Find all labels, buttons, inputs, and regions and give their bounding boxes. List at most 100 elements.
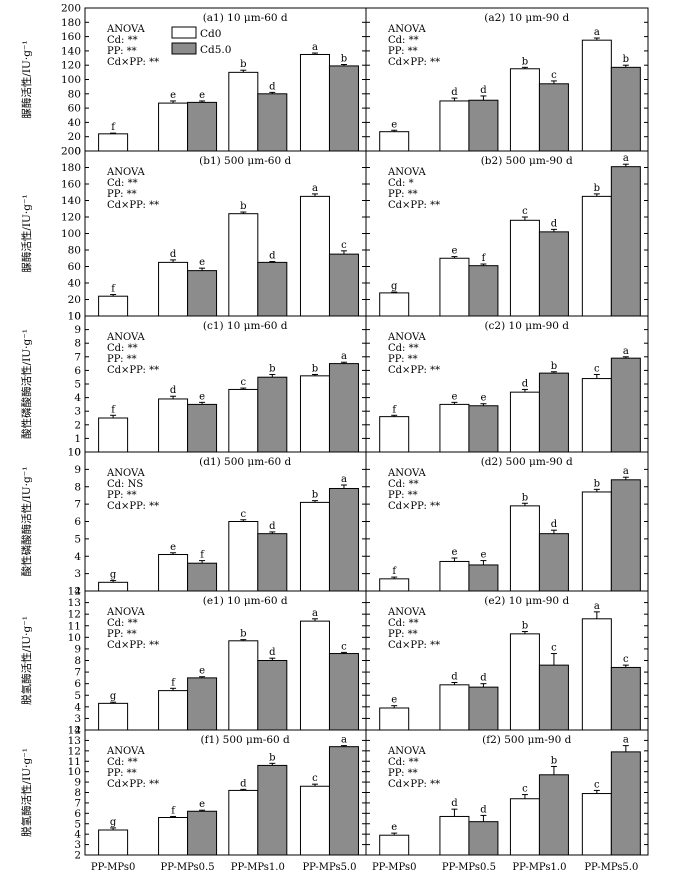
anova-line: ANOVA (387, 607, 427, 618)
y-tick-label: 7 (74, 667, 81, 679)
significance-letter: d (170, 249, 177, 260)
significance-letter: d (522, 378, 529, 389)
y-tick-label: 9 (74, 777, 81, 789)
anova-line: PP: ** (388, 354, 418, 365)
bar (187, 270, 218, 317)
y-tick-label: 12 (68, 609, 81, 621)
bar (299, 53, 330, 152)
anova-line: Cd: ** (388, 757, 419, 768)
y-tick-label: 200 (61, 3, 81, 15)
significance-letter: b (623, 54, 629, 65)
y-tick-label: 5 (74, 690, 81, 702)
significance-letter: d (269, 521, 276, 532)
anova-line: Cd: ** (107, 757, 138, 768)
anova-line: Cd: ** (388, 618, 419, 629)
y-tick-label: 10 (68, 632, 81, 644)
anova-line: PP: ** (388, 46, 418, 57)
significance-letter: e (391, 822, 397, 833)
y-tick-label: 4 (74, 701, 81, 713)
panel-title: (c1) 10 μm-60 d (203, 320, 288, 332)
bar (439, 815, 470, 856)
bar (509, 633, 540, 731)
bar (581, 793, 612, 856)
x-tick-label: PP-MPs1.0 (231, 862, 285, 873)
y-tick-label: 14 (68, 586, 82, 598)
bar (98, 295, 129, 317)
bar (228, 521, 259, 592)
bar (538, 533, 569, 592)
bar (328, 363, 359, 453)
significance-letter: b (240, 59, 246, 70)
significance-letter: c (594, 363, 600, 374)
x-tick-label: PP-MPs0.5 (442, 862, 496, 873)
panel-title: (a1) 10 μm-60 d (203, 12, 288, 24)
bar (379, 707, 410, 731)
y-tick-label: 100 (61, 228, 81, 240)
y-tick-label: 60 (68, 261, 81, 273)
significance-letter: b (551, 361, 557, 372)
y-tick-label: 60 (68, 103, 81, 115)
anova-line: ANOVA (387, 167, 427, 178)
significance-letter: f (392, 566, 397, 577)
bar (509, 505, 540, 592)
panel-0: 0 20 40 60 80 100 120 140 160 180 200 (a1) 10 μm-60… (61, 3, 367, 158)
significance-letter: d (451, 87, 458, 98)
anova-line: Cd: ** (388, 479, 419, 490)
significance-letter: b (551, 755, 557, 766)
significance-letter: g (110, 691, 117, 702)
y-tick-label: 3 (74, 839, 81, 851)
y-tick-label: 2 (74, 725, 81, 737)
significance-letter: e (199, 666, 205, 677)
y-tick-label: 2 (74, 586, 81, 598)
anova-line: Cd×PP: ** (107, 501, 159, 512)
bar (98, 702, 129, 731)
bar (439, 403, 470, 453)
panel-title: (c2) 10 μm-90 d (484, 320, 569, 332)
y-tick-label: 3 (74, 713, 81, 725)
y-tick-label: 5 (74, 818, 81, 830)
bar (328, 65, 359, 152)
anova-line: ANOVA (106, 607, 146, 618)
bar (581, 195, 612, 317)
significance-letter: e (451, 547, 457, 558)
panel-title: (f2) 500 μm-90 d (482, 734, 572, 746)
y-tick-label: 8 (74, 655, 81, 667)
anova-line: Cd×PP: ** (388, 501, 440, 512)
bar (509, 391, 540, 453)
bar (257, 376, 288, 453)
y-tick-label: 8 (74, 481, 81, 493)
bar (98, 133, 129, 152)
bar (158, 261, 189, 317)
y-tick-label: 140 (61, 45, 81, 57)
anova-line: PP: ** (388, 490, 418, 501)
y-tick-label: 20 (68, 294, 81, 306)
y-tick-label: 7 (74, 797, 81, 809)
bar (468, 821, 499, 856)
panel-title: (e2) 10 μm-90 d (484, 595, 569, 607)
significance-letter: a (312, 608, 318, 619)
significance-letter: d (480, 85, 487, 96)
bar (187, 101, 218, 152)
anova-line: Cd: ** (107, 618, 138, 629)
significance-letter: c (241, 377, 247, 388)
bar (187, 403, 218, 453)
y-tick-label: 13 (68, 597, 81, 609)
anova-line: PP: ** (107, 354, 137, 365)
bar (228, 213, 259, 317)
bar (581, 378, 612, 453)
y-tick-label: 14 (68, 725, 82, 737)
significance-letter: b (522, 621, 528, 632)
anova-line: ANOVA (106, 468, 146, 479)
significance-letter: e (391, 119, 397, 130)
y-tick-label: 100 (61, 74, 81, 86)
bar (158, 398, 189, 453)
significance-letter: f (392, 404, 397, 415)
significance-letter: c (522, 206, 528, 217)
anova-line: Cd: * (388, 178, 414, 189)
bar (257, 261, 288, 317)
bar (299, 195, 330, 317)
significance-letter: d (240, 778, 247, 789)
